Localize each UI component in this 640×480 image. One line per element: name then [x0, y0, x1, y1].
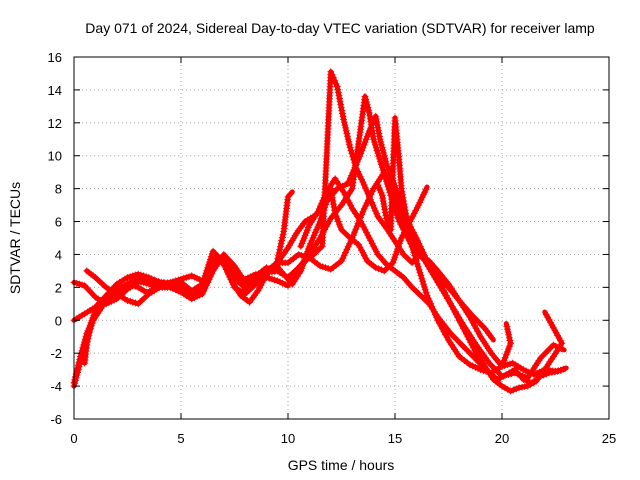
x-tick-label: 25 — [602, 431, 616, 446]
y-tick-label: -4 — [50, 379, 62, 394]
y-tick-label: 14 — [48, 83, 62, 98]
x-axis-label: GPS time / hours — [288, 457, 395, 473]
y-tick-label: -6 — [50, 412, 62, 427]
y-tick-label: 8 — [55, 182, 62, 197]
x-tick-label: 15 — [388, 431, 402, 446]
y-tick-label: 10 — [48, 149, 62, 164]
chart-title: Day 071 of 2024, Sidereal Day-to-day VTE… — [85, 20, 595, 36]
plot-frame — [73, 56, 610, 420]
y-axis-label: SDTVAR / TECUs — [7, 182, 23, 294]
series-markers — [374, 114, 566, 395]
series-markers — [70, 68, 515, 370]
y-tick-label: 6 — [55, 215, 62, 230]
y-tick-label: 0 — [55, 313, 62, 328]
y-tick-label: 4 — [55, 247, 62, 262]
axis-ticks: 0 5 10 15 20 25 -6 -4 -2 0 2 4 6 8 10 12 14 16 — [48, 50, 617, 446]
series-arc-6 — [81, 184, 430, 367]
series-arc-8 — [374, 114, 566, 395]
series-line — [71, 113, 496, 389]
series-markers — [70, 168, 565, 379]
series-arc-1 — [70, 112, 496, 390]
x-tick-label: 0 — [70, 431, 77, 446]
series-markers — [81, 185, 430, 367]
series-line — [71, 169, 567, 378]
series-line — [71, 69, 514, 369]
y-tick-label: 2 — [55, 280, 62, 295]
y-tick-label: -2 — [50, 346, 62, 361]
x-tick-label: 20 — [495, 431, 509, 446]
x-tick-label: 5 — [177, 431, 184, 446]
x-tick-label: 10 — [281, 431, 295, 446]
series-arc-3 — [70, 93, 567, 387]
y-tick-label: 16 — [48, 50, 62, 65]
y-tick-label: 12 — [48, 116, 62, 131]
series-arc-4 — [70, 68, 515, 370]
series-arc-2 — [70, 168, 567, 379]
data-series — [70, 68, 569, 395]
